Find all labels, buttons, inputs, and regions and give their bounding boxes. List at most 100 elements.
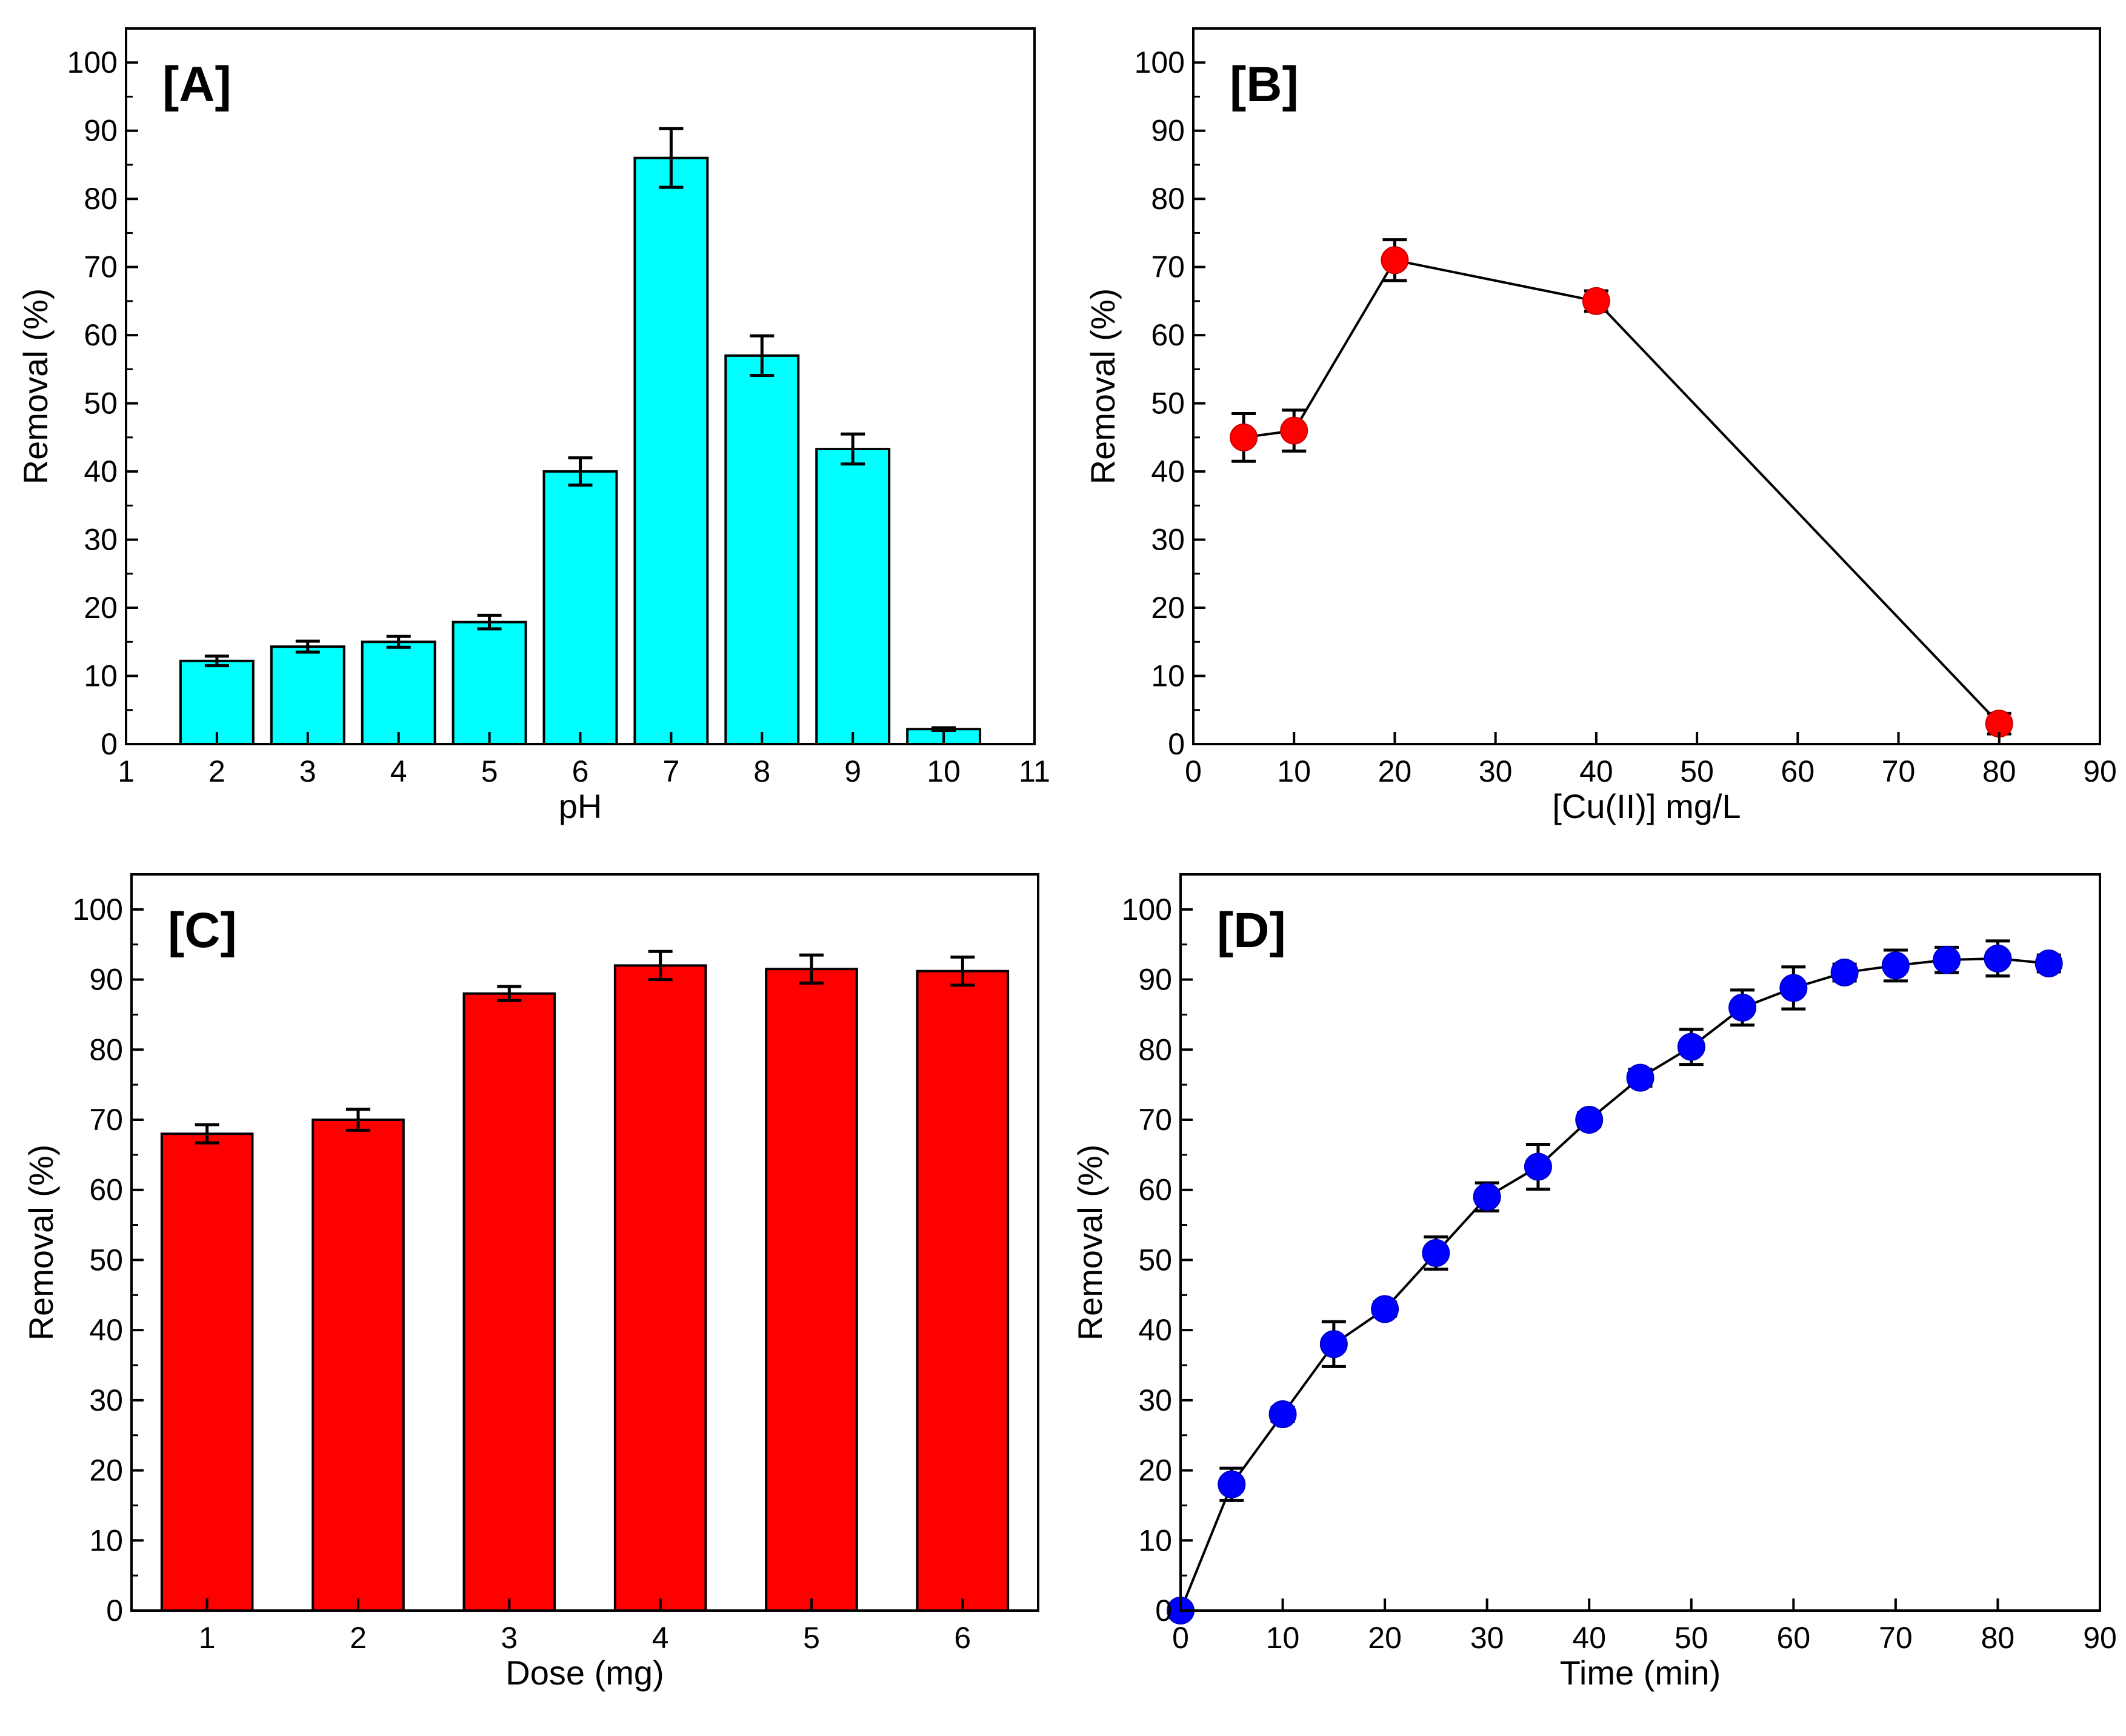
error-bar (195, 1123, 219, 1145)
y-tick-label: 40 (84, 454, 118, 488)
x-axis-label: Dose (mg) (505, 1654, 664, 1692)
bar (724, 354, 800, 745)
plot-frame (1179, 873, 2101, 1612)
x-tick-label: 10 (1266, 1621, 1300, 1655)
bar (361, 640, 436, 746)
bar (765, 968, 858, 1612)
panel-label: [D] (1217, 903, 1286, 958)
y-tick-label: 0 (106, 1594, 123, 1628)
error-bar (648, 949, 673, 982)
y-axis-label: Removal (%) (1084, 288, 1122, 485)
y-tick-label: 20 (1138, 1454, 1172, 1488)
x-tick-label: 0 (1185, 754, 1202, 788)
data-point (1779, 974, 1808, 1002)
x-tick-label: 9 (844, 754, 861, 788)
y-tick-label: 0 (101, 727, 118, 761)
y-tick-label: 20 (89, 1454, 123, 1488)
error-bar (931, 726, 956, 732)
y-tick-label: 70 (84, 250, 118, 284)
data-point (1381, 246, 1409, 274)
x-tick-label: 70 (1879, 1621, 1913, 1655)
x-tick-label: 90 (2083, 1621, 2117, 1655)
y-tick-label: 90 (89, 963, 123, 997)
y-tick-label: 100 (1122, 893, 1172, 926)
y-tick-label: 80 (1151, 182, 1185, 216)
y-tick-label: 80 (84, 182, 118, 216)
y-tick-label: 40 (89, 1313, 123, 1347)
y-tick-label: 100 (67, 45, 118, 79)
data-point (2034, 949, 2063, 977)
panel-label: [C] (168, 903, 237, 958)
x-tick-label: 60 (1777, 1621, 1811, 1655)
x-tick-label: 3 (501, 1621, 518, 1655)
x-tick-label: 20 (1378, 754, 1412, 788)
bar (916, 969, 1010, 1612)
x-tick-label: 10 (1277, 754, 1311, 788)
y-tick-label: 100 (73, 893, 123, 926)
y-tick-label: 10 (1151, 659, 1185, 693)
error-bar (841, 432, 865, 466)
y-tick-label: 20 (84, 591, 118, 625)
data-point (1984, 944, 2012, 973)
x-tick-label: 30 (1470, 1621, 1504, 1655)
x-tick-label: 80 (1982, 754, 2016, 788)
y-tick-label: 50 (1138, 1243, 1172, 1277)
x-tick-label: 60 (1781, 754, 1815, 788)
y-tick-label: 10 (1138, 1523, 1172, 1557)
panel-label: [B] (1230, 57, 1299, 112)
error-bar (497, 985, 522, 1002)
panel-a: 0 10 20 30 40 50 60 70 80 90 100 1 2 3 4 5 6 7 8 9 10 11 pH Rem… (16, 27, 1050, 825)
y-tick-label: 10 (84, 659, 118, 693)
data-point (1371, 1295, 1399, 1323)
error-bar (477, 613, 502, 631)
y-tick-label: 0 (1168, 727, 1185, 761)
x-tick-label: 10 (927, 754, 961, 788)
data-point (1218, 1470, 1246, 1498)
error-bar (750, 334, 775, 377)
data-point (1582, 287, 1610, 315)
data-point (1319, 1330, 1348, 1359)
y-tick-label: 60 (84, 318, 118, 352)
error-bar (659, 127, 684, 189)
y-tick-label: 40 (1151, 454, 1185, 488)
y-tick-label: 0 (1155, 1594, 1172, 1628)
y-tick-label: 90 (1138, 963, 1172, 997)
data-point (1524, 1152, 1552, 1181)
y-tick-label: 50 (89, 1243, 123, 1277)
bar (179, 659, 255, 745)
x-tick-label: 8 (753, 754, 770, 788)
x-axis-label: pH (559, 787, 602, 825)
x-tick-label: 11 (1019, 754, 1050, 788)
y-tick-label: 90 (1151, 114, 1185, 148)
data-point (1881, 951, 1910, 980)
y-axis-label: Removal (%) (1071, 1145, 1109, 1341)
x-tick-label: 90 (2083, 754, 2117, 788)
error-bar (950, 956, 975, 987)
y-tick-label: 100 (1135, 45, 1185, 79)
y-tick-label: 90 (84, 114, 118, 148)
y-tick-label: 50 (84, 387, 118, 421)
bar (312, 1119, 405, 1612)
panel-c: 0 10 20 30 40 50 60 70 80 90 100 1 2 3 4 5 6 Dose (mg) Rem… (22, 873, 1039, 1692)
x-tick-label: 7 (662, 754, 679, 788)
series-line (1243, 259, 2001, 725)
y-tick-label: 20 (1151, 591, 1185, 625)
x-tick-label: 70 (1882, 754, 1916, 788)
x-tick-label: 5 (803, 1621, 820, 1655)
y-tick-label: 60 (89, 1173, 123, 1207)
bar (815, 447, 891, 745)
error-bar (568, 456, 593, 487)
y-tick-label: 60 (1151, 318, 1185, 352)
error-bar (346, 1108, 370, 1132)
y-tick-label: 40 (1138, 1313, 1172, 1347)
x-tick-label: 6 (572, 754, 589, 788)
bar (633, 156, 709, 745)
panel-label: [A] (162, 57, 232, 112)
error-bar (799, 953, 824, 985)
y-tick-label: 10 (89, 1523, 123, 1557)
data-point (1280, 416, 1308, 445)
y-axis-label: Removal (%) (22, 1145, 60, 1341)
data-point (1268, 1400, 1297, 1428)
y-tick-label: 70 (1151, 250, 1185, 284)
